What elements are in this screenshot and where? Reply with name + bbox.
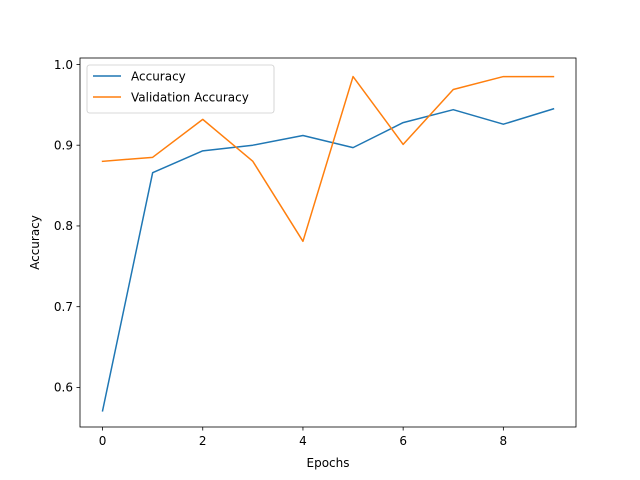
series-line-1 — [101, 75, 555, 243]
x-tick-label: 8 — [500, 434, 508, 448]
x-axis: 0 2 4 6 8 — [99, 427, 507, 448]
y-axis-label: Accuracy — [28, 215, 42, 270]
series-layer — [101, 75, 555, 412]
legend-label-1: Validation Accuracy — [131, 90, 249, 104]
x-tick-label: 2 — [199, 434, 207, 448]
plot-area — [80, 58, 576, 427]
series-line-0 — [101, 107, 555, 412]
y-tick-label: 0.9 — [54, 139, 73, 153]
x-tick-label: 6 — [399, 434, 407, 448]
x-tick-label: 4 — [299, 434, 307, 448]
legend: Accuracy Validation Accuracy — [86, 64, 275, 114]
y-tick-label: 0.8 — [54, 219, 73, 233]
x-axis-label: Epochs — [307, 456, 350, 470]
y-tick-label: 1.0 — [54, 58, 73, 72]
y-tick-label: 0.6 — [54, 381, 73, 395]
plot-frame — [79, 57, 577, 428]
x-tick-label: 0 — [99, 434, 107, 448]
legend-box — [86, 64, 275, 114]
legend-label-0: Accuracy — [131, 69, 186, 83]
y-axis: 0.6 0.7 0.8 0.9 1.0 — [54, 58, 80, 395]
y-tick-label: 0.7 — [54, 300, 73, 314]
